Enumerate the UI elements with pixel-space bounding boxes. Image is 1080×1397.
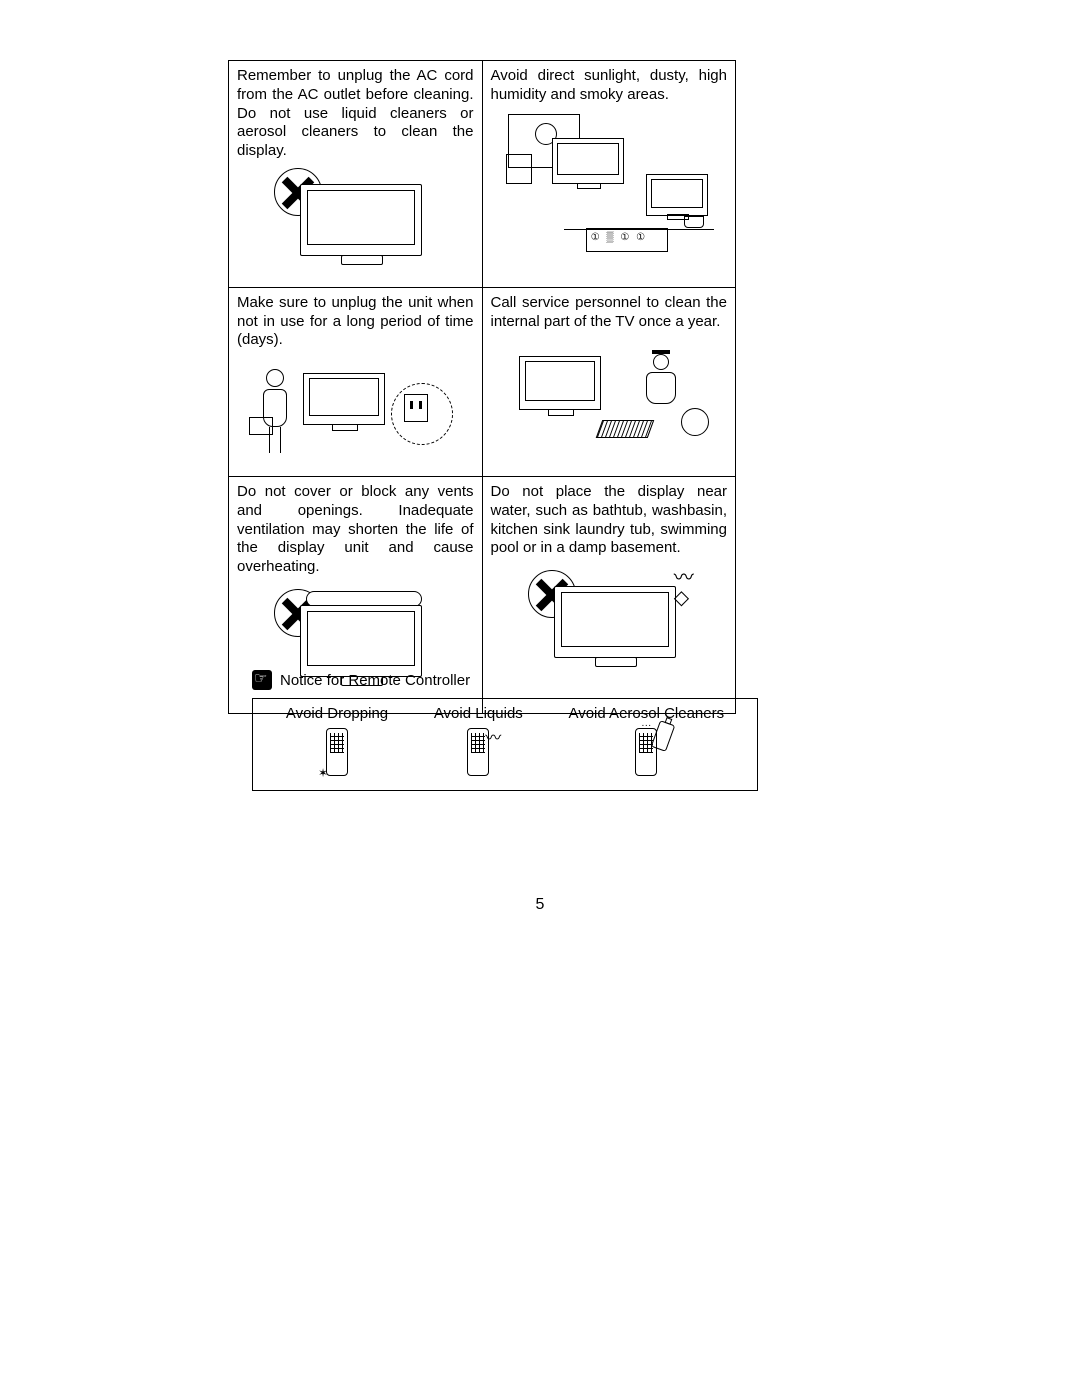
safety-text-r3c2: Do not place the display near water, suc…: [491, 483, 728, 558]
remote-notice-table: Avoid Dropping ✶ Avoid Liquids 〰 Avoid A…: [252, 698, 758, 791]
tv-icon: [554, 586, 676, 658]
person-icon: [255, 369, 295, 459]
safety-row-2: Make sure to unplug the unit when not in…: [229, 287, 736, 476]
tv-icon: [519, 356, 601, 410]
spray-can-icon: [651, 720, 676, 752]
safety-text-r2c1: Make sure to unplug the unit when not in…: [237, 294, 474, 350]
illus-r1c1: [237, 169, 474, 279]
remote-col-liquid: Avoid Liquids 〰: [434, 705, 523, 780]
safety-cell-r2c1: Make sure to unplug the unit when not in…: [229, 287, 483, 476]
pot-icon: [684, 216, 704, 228]
illus-r2c2: [491, 339, 728, 449]
remote-notice-heading: Notice for Remote Controller: [280, 672, 470, 689]
spray-mist-icon: ···: [641, 720, 651, 731]
tv-icon: [300, 605, 422, 677]
safety-cell-r1c1: Remember to unplug the AC cord from the …: [229, 61, 483, 288]
remote-col-aerosol: Avoid Aerosol Cleaners ···: [568, 705, 724, 780]
page-number: 5: [0, 896, 1080, 914]
safety-text-r1c2: Avoid direct sunlight, dusty, high humid…: [491, 67, 728, 105]
tv-icon: [303, 373, 385, 425]
tv-icon: [300, 184, 422, 256]
remote-icon: [326, 728, 348, 776]
outlet-icon: [404, 394, 428, 422]
pointing-hand-icon: [252, 670, 272, 690]
safety-cell-r1c2: Avoid direct sunlight, dusty, high humid…: [482, 61, 736, 288]
remote-notice-heading-row: Notice for Remote Controller: [252, 670, 744, 690]
remote-label-drop: Avoid Dropping: [286, 705, 388, 722]
water-drip-icon: 〰◇: [674, 568, 694, 608]
stove-icon: [586, 228, 668, 252]
tv-icon: [552, 138, 624, 184]
safety-table: Remember to unplug the AC cord from the …: [228, 60, 736, 714]
safety-text-r2c2: Call service personnel to clean the inte…: [491, 294, 728, 332]
illus-r3c2: 〰◇: [491, 566, 728, 686]
safety-text-r1c1: Remember to unplug the AC cord from the …: [237, 67, 474, 161]
tv-icon: [646, 174, 708, 216]
manual-page: Remember to unplug the AC cord from the …: [0, 0, 1080, 1397]
remote-label-liquid: Avoid Liquids: [434, 705, 523, 722]
technician-icon: [641, 352, 681, 404]
liquid-splash-icon: 〰: [485, 724, 501, 748]
remote-notice-section: Notice for Remote Controller Avoid Dropp…: [252, 670, 744, 791]
vacuum-icon: [681, 408, 709, 436]
impact-lines-icon: ✶: [318, 766, 328, 780]
remote-col-drop: Avoid Dropping ✶: [286, 705, 388, 780]
illus-r2c1: [237, 358, 474, 468]
safety-row-1: Remember to unplug the AC cord from the …: [229, 61, 736, 288]
humidifier-icon: [506, 154, 532, 184]
keyboard-icon: [595, 420, 654, 438]
illus-r1c2: [491, 113, 728, 255]
safety-cell-r2c2: Call service personnel to clean the inte…: [482, 287, 736, 476]
safety-text-r3c1: Do not cover or block any vents and open…: [237, 483, 474, 577]
outlet-highlight-icon: [391, 383, 453, 445]
